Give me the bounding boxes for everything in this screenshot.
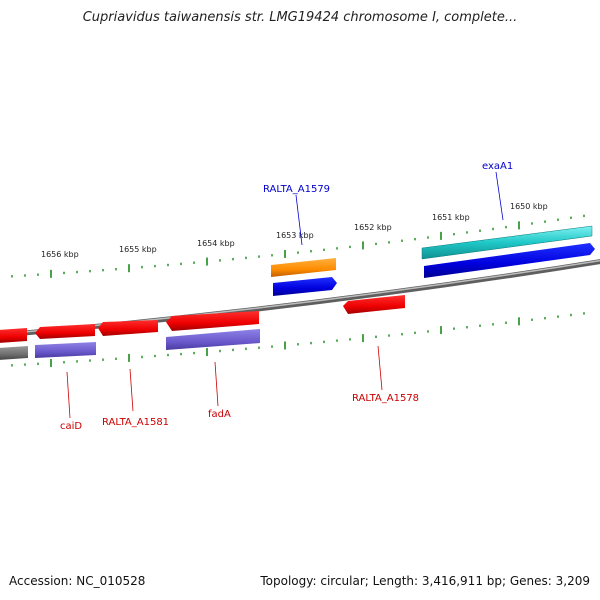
- gene-caiD[interactable]: [35, 324, 95, 339]
- gene-RALTA_A1581[interactable]: [98, 320, 158, 336]
- label-RALTA_A1579[interactable]: RALTA_A1579: [263, 184, 330, 195]
- gene-exaA1-protein[interactable]: [424, 243, 595, 278]
- gene-left-partial[interactable]: [0, 328, 27, 343]
- gene-fadA-protein[interactable]: [166, 329, 260, 350]
- scale-ticks-lower: [11, 312, 585, 368]
- label-RALTA_A1578[interactable]: RALTA_A1578: [352, 393, 419, 404]
- label-exaA1[interactable]: exaA1: [482, 161, 513, 172]
- accession-text: Accession: NC_010528: [9, 574, 146, 588]
- label-fadA[interactable]: fadA: [208, 409, 231, 420]
- scale-ticks-upper: [11, 214, 585, 278]
- gene-RALTA_A1578[interactable]: [343, 295, 405, 314]
- label-caiD[interactable]: caiD: [60, 421, 82, 432]
- topology-text: Topology: circular; Length: 3,416,911 bp…: [260, 574, 590, 588]
- scale-labels: 1656 kbp 1655 kbp 1654 kbp 1653 kbp 1652…: [41, 202, 548, 259]
- gene-fadA[interactable]: [166, 311, 259, 331]
- map-title: Cupriavidus taiwanensis str. LMG19424 ch…: [82, 10, 518, 25]
- scale-label-1652: 1652 kbp: [354, 223, 392, 232]
- gene-RALTA_A1579[interactable]: [271, 258, 336, 277]
- reverse-genes: [0, 295, 405, 360]
- scale-label-1656: 1656 kbp: [41, 250, 79, 259]
- gene-exaA1[interactable]: [421, 225, 593, 260]
- gene-labels: exaA1 RALTA_A1579 caiD RALTA_A1581 fadA …: [60, 161, 513, 432]
- scale-label-1654: 1654 kbp: [197, 239, 235, 248]
- leader-fadA: [214, 361, 219, 407]
- leader-RALTA_A1578: [377, 345, 383, 391]
- scale-label-1650: 1650 kbp: [510, 202, 548, 211]
- gene-left-partial-protein[interactable]: [0, 346, 28, 360]
- scale-label-1653: 1653 kbp: [276, 231, 314, 240]
- scale-label-1651: 1651 kbp: [432, 213, 470, 222]
- scale-label-1655: 1655 kbp: [119, 245, 157, 254]
- label-RALTA_A1581[interactable]: RALTA_A1581: [102, 417, 169, 428]
- gene-caiD-protein[interactable]: [35, 342, 96, 358]
- leader-RALTA_A1579: [295, 194, 303, 246]
- leader-exaA1: [495, 171, 504, 221]
- label-leaders: [66, 171, 504, 419]
- leader-caiD: [66, 371, 71, 419]
- leader-RALTA_A1581: [129, 368, 134, 412]
- gene-RALTA_A1579-protein[interactable]: [273, 277, 337, 296]
- forward-genes: [271, 225, 595, 296]
